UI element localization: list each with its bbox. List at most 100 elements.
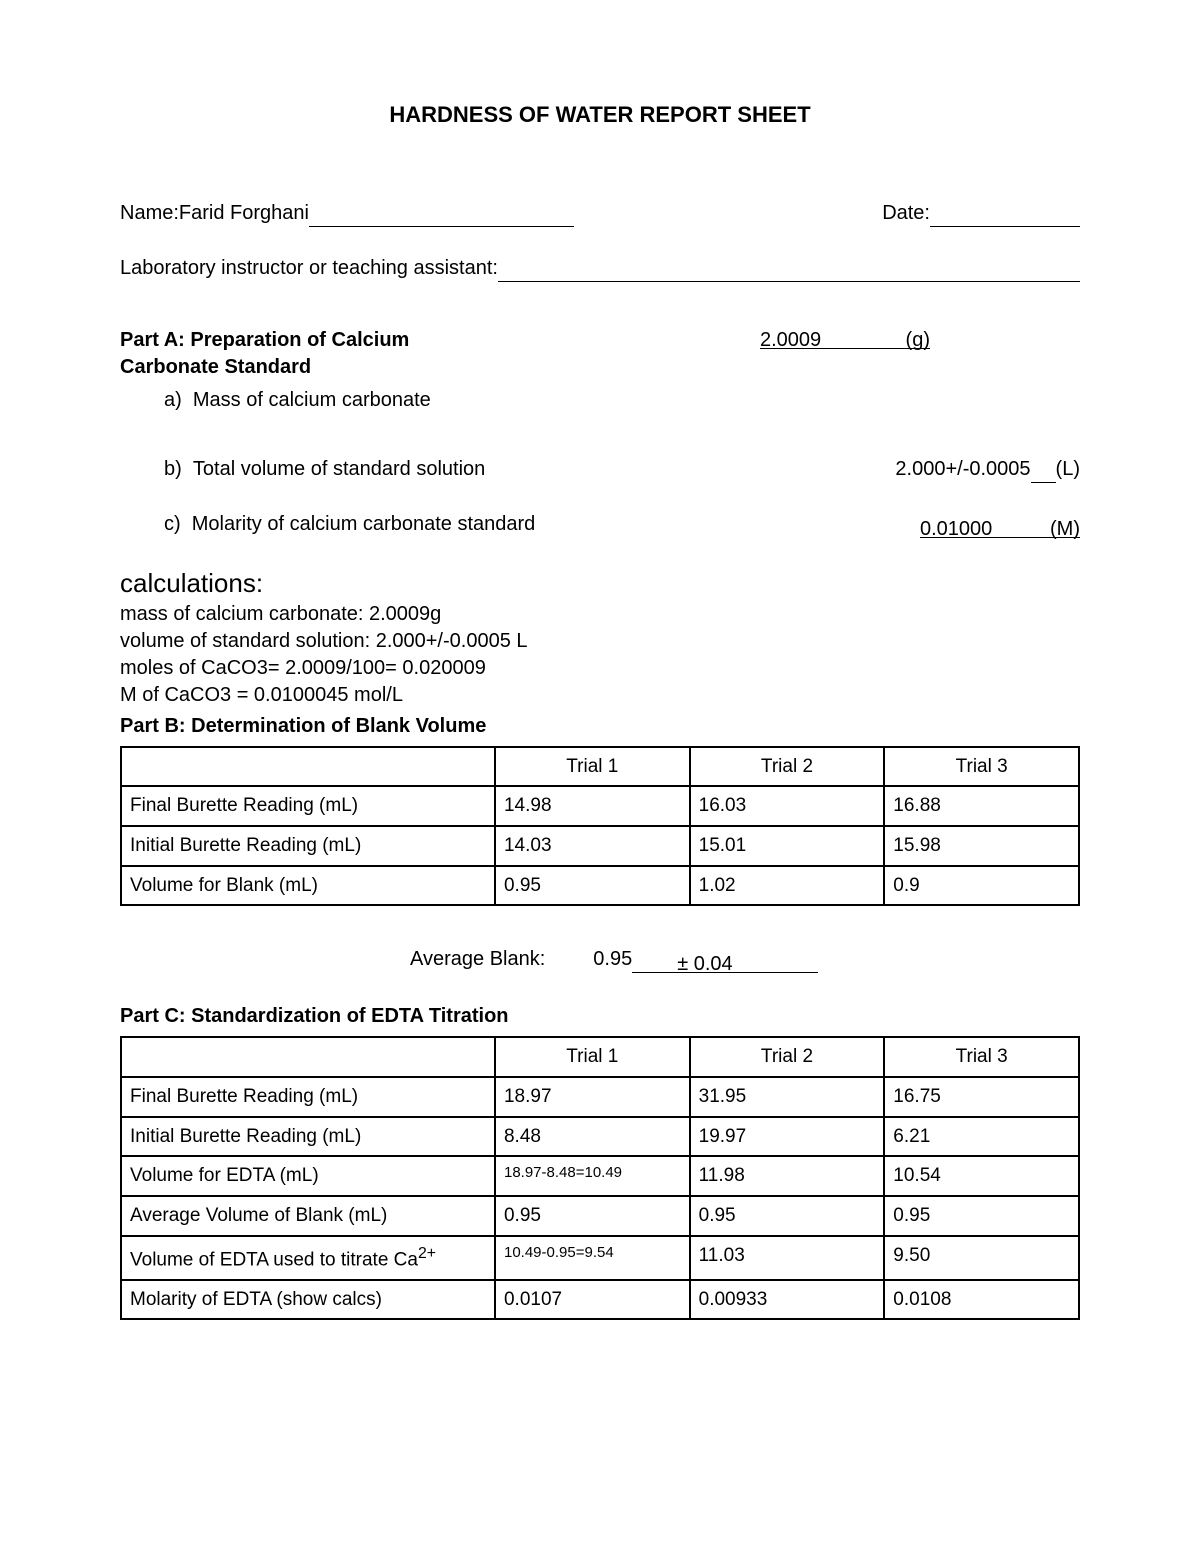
cell: 0.0107 <box>495 1280 690 1320</box>
date-label: Date: <box>882 200 930 227</box>
calc-line-4: M of CaCO3 = 0.0100045 mol/L <box>120 682 1080 709</box>
unit-c: (M) <box>1000 516 1080 538</box>
table-row: Initial Burette Reading (mL) 8.48 19.97 … <box>121 1117 1079 1157</box>
calc-line-3: moles of CaCO3= 2.0009/100= 0.020009 <box>120 655 1080 682</box>
lab-instructor-field: Laboratory instructor or teaching assist… <box>120 255 1080 282</box>
cell: 0.95 <box>690 1196 885 1236</box>
part-b-header: Part B: Determination of Blank Volume <box>120 713 1080 740</box>
avg-blank-underline2 <box>733 951 818 973</box>
avg-blank-label: Average Blank: <box>410 946 545 973</box>
calc-line-2: volume of standard solution: 2.000+/-0.0… <box>120 628 1080 655</box>
cell: 15.01 <box>690 826 885 866</box>
cell: 0.0108 <box>884 1280 1079 1320</box>
avg-blank-value: 0.95 <box>593 946 632 973</box>
row-label: Volume of EDTA used to titrate Ca2+ <box>121 1236 495 1280</box>
name-underline <box>309 205 574 227</box>
part-a-header-row: Part A: Preparation of Calcium Carbonate… <box>120 327 1080 381</box>
name-field: Name: Farid Forghani <box>120 200 574 227</box>
name-date-row: Name: Farid Forghani Date: <box>120 200 1080 227</box>
item-b-label: b) Total volume of standard solution <box>164 456 485 483</box>
value-a: 2.0009 <box>760 327 830 349</box>
cell: 8.48 <box>495 1117 690 1157</box>
cell: 11.03 <box>690 1236 885 1280</box>
row-label: Initial Burette Reading (mL) <box>121 826 495 866</box>
row-label: Molarity of EDTA (show calcs) <box>121 1280 495 1320</box>
cell: 16.88 <box>884 786 1079 826</box>
unit-a: (g) <box>830 327 930 349</box>
table-row: Average Volume of Blank (mL) 0.95 0.95 0… <box>121 1196 1079 1236</box>
row-label: Final Burette Reading (mL) <box>121 786 495 826</box>
cell: 16.75 <box>884 1077 1079 1117</box>
cell: 31.95 <box>690 1077 885 1117</box>
row-label: Volume for EDTA (mL) <box>121 1156 495 1196</box>
part-a-item-c: c) Molarity of calcium carbonate standar… <box>120 511 1080 538</box>
cell: 10.54 <box>884 1156 1079 1196</box>
cell: 0.00933 <box>690 1280 885 1320</box>
cell: 6.21 <box>884 1117 1079 1157</box>
table-row: Initial Burette Reading (mL) 14.03 15.01… <box>121 826 1079 866</box>
col-trial2: Trial 2 <box>690 1037 885 1077</box>
value-b-underline <box>1031 461 1056 483</box>
table-row: Volume for EDTA (mL) 18.97-8.48=10.49 11… <box>121 1156 1079 1196</box>
part-a-value-a: 2.0009 (g) <box>760 327 930 349</box>
table-row: Volume of EDTA used to titrate Ca2+ 10.4… <box>121 1236 1079 1280</box>
value-b-group: 2.000+/-0.0005 (L) <box>895 456 1080 483</box>
avg-blank-underline1 <box>632 951 677 973</box>
part-b-table: Trial 1 Trial 2 Trial 3 Final Burette Re… <box>120 746 1080 907</box>
average-blank-row: Average Blank: 0.95 ± 0.04 <box>410 946 1080 973</box>
table-row: Final Burette Reading (mL) 18.97 31.95 1… <box>121 1077 1079 1117</box>
row-label: Final Burette Reading (mL) <box>121 1077 495 1117</box>
col-trial1: Trial 1 <box>495 747 690 787</box>
name-value: Farid Forghani <box>179 200 309 227</box>
unit-b: (L) <box>1056 456 1080 483</box>
date-underline <box>930 205 1080 227</box>
part-c-table: Trial 1 Trial 2 Trial 3 Final Burette Re… <box>120 1036 1080 1320</box>
calc-line-1: mass of calcium carbonate: 2.0009g <box>120 601 1080 628</box>
part-c-header: Part C: Standardization of EDTA Titratio… <box>120 1003 1080 1030</box>
blank-header-cell <box>121 747 495 787</box>
part-a-item-b: b) Total volume of standard solution 2.0… <box>120 456 1080 483</box>
r5-sup: 2+ <box>418 1245 436 1262</box>
table-row: Trial 1 Trial 2 Trial 3 <box>121 1037 1079 1077</box>
col-trial3: Trial 3 <box>884 1037 1079 1077</box>
page-title: HARDNESS OF WATER REPORT SHEET <box>120 100 1080 130</box>
item-c-label: c) Molarity of calcium carbonate standar… <box>164 511 535 538</box>
cell: 18.97 <box>495 1077 690 1117</box>
table-row: Trial 1 Trial 2 Trial 3 <box>121 747 1079 787</box>
cell: 15.98 <box>884 826 1079 866</box>
cell: 0.95 <box>495 1196 690 1236</box>
col-trial1: Trial 1 <box>495 1037 690 1077</box>
table-row: Final Burette Reading (mL) 14.98 16.03 1… <box>121 786 1079 826</box>
value-c-group: 0.01000 (M) <box>920 516 1080 538</box>
col-trial2: Trial 2 <box>690 747 885 787</box>
report-sheet: HARDNESS OF WATER REPORT SHEET Name: Far… <box>0 0 1200 1553</box>
name-label: Name: <box>120 200 179 227</box>
row-label: Initial Burette Reading (mL) <box>121 1117 495 1157</box>
table-row: Volume for Blank (mL) 0.95 1.02 0.9 <box>121 866 1079 906</box>
date-field: Date: <box>882 200 1080 227</box>
value-b: 2.000+/-0.0005 <box>895 456 1030 483</box>
cell: 11.98 <box>690 1156 885 1196</box>
part-a-item-a: a) Mass of calcium carbonate <box>120 387 1080 414</box>
cell: 9.50 <box>884 1236 1079 1280</box>
row-label: Average Volume of Blank (mL) <box>121 1196 495 1236</box>
cell: 0.95 <box>884 1196 1079 1236</box>
col-trial3: Trial 3 <box>884 747 1079 787</box>
avg-blank-pm: ± 0.04 <box>677 951 732 973</box>
cell: 1.02 <box>690 866 885 906</box>
blank-header-cell <box>121 1037 495 1077</box>
lab-label: Laboratory instructor or teaching assist… <box>120 255 498 282</box>
r5-pre: Volume of EDTA used to titrate Ca <box>130 1249 418 1270</box>
cell: 10.49-0.95=9.54 <box>495 1236 690 1280</box>
cell: 0.9 <box>884 866 1079 906</box>
table-row: Molarity of EDTA (show calcs) 0.0107 0.0… <box>121 1280 1079 1320</box>
cell: 0.95 <box>495 866 690 906</box>
cell: 19.97 <box>690 1117 885 1157</box>
part-a-header: Part A: Preparation of Calcium Carbonate… <box>120 327 480 381</box>
cell: 14.03 <box>495 826 690 866</box>
lab-underline <box>498 260 1080 282</box>
row-label: Volume for Blank (mL) <box>121 866 495 906</box>
calculations-title: calculations: <box>120 566 1080 601</box>
item-a-label: a) Mass of calcium carbonate <box>164 387 431 414</box>
value-c: 0.01000 <box>920 516 1000 538</box>
